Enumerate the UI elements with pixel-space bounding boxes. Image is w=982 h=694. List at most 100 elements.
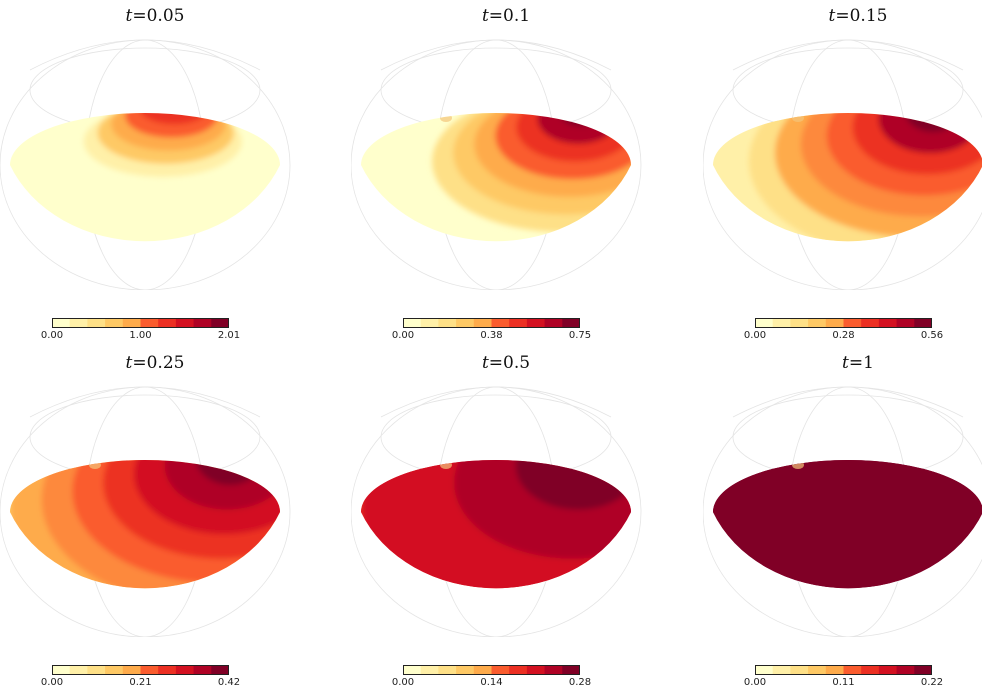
colorbar-tick-label: 0.00	[743, 677, 767, 688]
title-value: =1	[848, 353, 874, 373]
colorbar-tick-label: 0.38	[480, 330, 503, 341]
title-value: =0.25	[132, 353, 185, 373]
colorbar-bin	[861, 318, 880, 328]
colorbar	[403, 665, 580, 675]
colorbar-bin	[52, 665, 71, 675]
colorbar-bin	[193, 318, 212, 328]
colorbar-bin	[878, 665, 898, 675]
sphere-surface	[351, 39, 642, 290]
colorbar-tick-label: 0.56	[920, 330, 944, 341]
colorbar-bin	[790, 665, 809, 675]
colorbar-tick-label: 0.22	[920, 677, 944, 688]
colorbar-bin	[896, 318, 915, 328]
title-variable: t	[842, 353, 849, 373]
title-variable: t	[828, 6, 836, 26]
colorbar-bin	[755, 665, 774, 675]
colorbar-tick-label: 0.00	[391, 330, 415, 341]
colorbar-bin	[843, 665, 862, 675]
heat-field	[10, 113, 280, 242]
panel-title: t=1	[703, 353, 982, 373]
colorbar-tick-label: 0.75	[568, 330, 592, 341]
colorbar-tick-label: 0.00	[743, 330, 767, 341]
panel-4: t=0.25 0.00 0.21 0.42	[0, 347, 310, 694]
colorbar-tick-label: 1.00	[129, 330, 152, 341]
colorbar-bin	[420, 665, 439, 675]
colorbar-bin	[825, 318, 844, 328]
sphere-surface	[703, 386, 982, 637]
panel-6: t=1 0.00 0.11 0.22	[703, 347, 982, 694]
colorbar-bin	[878, 318, 898, 328]
colorbar-tick-label: 2.01	[217, 330, 241, 341]
title-value: =0.1	[488, 6, 531, 26]
colorbar-bin	[87, 665, 106, 675]
title-variable: t	[481, 353, 489, 373]
sphere-surface	[703, 39, 982, 290]
colorbar-tick-label: 0.14	[480, 677, 503, 688]
colorbar-bin	[140, 318, 159, 328]
colorbar-bin	[420, 318, 439, 328]
colorbar-bin	[456, 318, 475, 328]
colorbar-bin	[175, 318, 195, 328]
colorbar-bin	[473, 665, 492, 675]
panel-title: t=0.5	[351, 353, 661, 373]
title-variable: t	[125, 6, 133, 26]
colorbar-bin	[509, 665, 528, 675]
colorbar-bin	[87, 318, 106, 328]
panel-title: t=0.15	[703, 6, 982, 26]
colorbar	[403, 318, 580, 328]
panel-title: t=0.05	[0, 6, 310, 26]
colorbar-bin	[491, 665, 510, 675]
colorbar-tick-label: 0.00	[391, 677, 415, 688]
colorbar-bin	[403, 318, 422, 328]
heat-field	[713, 460, 982, 589]
colorbar-bin	[562, 665, 580, 675]
colorbar-bin	[69, 665, 88, 675]
colorbar-bin	[544, 665, 563, 675]
colorbar-tick-label: 0.00	[40, 677, 64, 688]
colorbar-bin	[473, 318, 492, 328]
colorbar-bin	[193, 665, 212, 675]
colorbar-bin	[158, 665, 177, 675]
colorbar-tick-label: 0.00	[40, 330, 64, 341]
heat-field	[713, 113, 982, 242]
title-variable: t	[481, 6, 489, 26]
panel-5: t=0.5 0.00 0.14 0.28	[351, 347, 661, 694]
colorbar-bin	[403, 665, 422, 675]
colorbar-tick-label: 0.21	[129, 677, 152, 688]
colorbar-bin	[122, 318, 141, 328]
colorbar-bin	[456, 665, 475, 675]
colorbar	[755, 318, 932, 328]
colorbar	[52, 318, 229, 328]
colorbar-bin	[491, 318, 510, 328]
colorbar-bin	[122, 665, 141, 675]
colorbar-bin	[105, 318, 124, 328]
colorbar-bin	[438, 665, 457, 675]
title-variable: t	[125, 353, 133, 373]
colorbar-tick-label: 0.42	[217, 677, 241, 688]
panel-title: t=0.1	[351, 6, 661, 26]
colorbar	[52, 665, 229, 675]
colorbar-bin	[896, 665, 915, 675]
colorbar-bin	[808, 318, 827, 328]
colorbar-bin	[914, 665, 932, 675]
colorbar-bin	[772, 318, 791, 328]
colorbar-tick-label: 0.11	[832, 677, 855, 688]
colorbar-bin	[772, 665, 791, 675]
colorbar-bin	[175, 665, 195, 675]
colorbar-bin	[914, 318, 932, 328]
colorbar-bin	[140, 665, 159, 675]
sphere-surface	[0, 39, 291, 290]
title-value: =0.05	[132, 6, 185, 26]
heat-field	[361, 113, 631, 242]
colorbar-bin	[526, 318, 546, 328]
panel-1: t=0.05 0.00 1.00 2.01	[0, 0, 310, 347]
colorbar-bin	[158, 318, 177, 328]
colorbar-bin	[790, 318, 809, 328]
colorbar-bin	[843, 318, 862, 328]
title-value: =0.15	[835, 6, 888, 26]
colorbar-bin	[211, 665, 229, 675]
title-value: =0.5	[488, 353, 531, 373]
colorbar-bin	[808, 665, 827, 675]
colorbar-bin	[526, 665, 546, 675]
